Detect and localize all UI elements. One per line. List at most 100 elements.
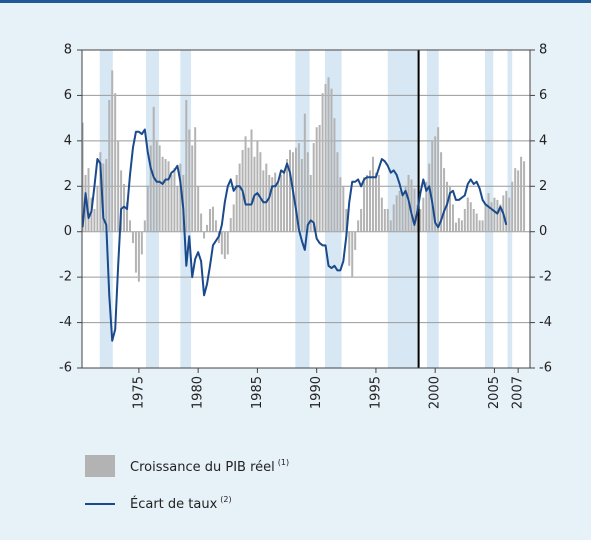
bar — [235, 174, 238, 232]
bar — [383, 209, 386, 232]
bar — [330, 88, 333, 232]
bar — [422, 197, 425, 232]
bar — [274, 172, 277, 232]
bar — [229, 218, 232, 232]
bar — [425, 181, 428, 232]
bar — [389, 220, 392, 232]
bar — [392, 204, 395, 232]
bar — [380, 197, 383, 232]
bar — [517, 170, 520, 232]
bar — [256, 140, 259, 232]
bar — [300, 159, 303, 232]
bar — [312, 143, 315, 232]
bar — [478, 220, 481, 232]
bar — [203, 231, 206, 239]
bar — [134, 231, 137, 273]
bar — [214, 220, 217, 232]
bar — [428, 163, 431, 232]
bar — [188, 129, 191, 232]
bar — [176, 186, 179, 232]
bar — [327, 77, 330, 232]
top-rule — [0, 0, 591, 3]
y2-tick-label: 4 — [539, 133, 547, 148]
bar — [354, 231, 357, 250]
bar — [209, 209, 211, 232]
bar — [443, 168, 446, 232]
bar — [457, 218, 460, 232]
bar — [238, 163, 241, 232]
bar — [366, 174, 369, 232]
bar — [520, 156, 523, 232]
y2-tick-label: 0 — [539, 224, 547, 239]
bar — [324, 84, 327, 232]
bar — [377, 174, 380, 232]
bar — [463, 209, 466, 232]
bar — [232, 204, 235, 232]
bar — [386, 209, 389, 232]
y2-tick-label: -2 — [539, 270, 552, 285]
bar — [315, 127, 318, 232]
bar — [247, 147, 250, 232]
x-tick-label: 2007 — [511, 376, 526, 409]
y-tick-label: 6 — [64, 88, 72, 103]
bar — [297, 143, 300, 232]
bar — [309, 174, 312, 232]
bar — [469, 202, 472, 232]
bar — [277, 181, 280, 232]
y-tick-label: 0 — [64, 224, 72, 239]
bar — [351, 231, 354, 278]
bar — [499, 204, 502, 232]
bar — [294, 147, 297, 232]
bar — [460, 220, 463, 232]
y-tick-label: -2 — [59, 270, 72, 285]
plot-frame — [81, 49, 531, 369]
x-tick-label: 1995 — [368, 376, 383, 409]
bar — [451, 204, 454, 232]
bar — [146, 186, 149, 232]
bar — [250, 129, 253, 232]
y2-tick-label: 6 — [539, 88, 547, 103]
bar — [419, 209, 422, 232]
bar — [493, 197, 496, 232]
bar — [114, 93, 117, 232]
bar — [318, 124, 321, 232]
bar — [173, 168, 176, 232]
bar — [472, 209, 475, 232]
bar — [410, 179, 413, 232]
bar — [96, 186, 99, 232]
bar — [158, 145, 161, 232]
bar — [342, 186, 345, 232]
bar — [152, 106, 155, 232]
bar — [336, 152, 339, 232]
bar — [137, 231, 140, 282]
bar — [93, 209, 96, 232]
bar — [416, 204, 419, 232]
bar — [126, 202, 129, 232]
bar — [200, 213, 203, 232]
bar — [191, 145, 194, 232]
y-tick-label: 8 — [64, 43, 72, 58]
bar — [131, 231, 134, 244]
legend-label: Écart de taux (2) — [130, 495, 232, 512]
y2-tick-label: -4 — [539, 315, 552, 330]
bar — [244, 136, 247, 232]
bar — [487, 193, 490, 232]
x-tick-label: 2000 — [428, 376, 443, 409]
y2-tick-label: 8 — [539, 43, 547, 58]
bar — [161, 156, 164, 232]
bar — [437, 127, 440, 232]
bar — [194, 127, 197, 232]
shaded-band — [146, 50, 160, 368]
bar — [111, 70, 114, 232]
bar — [306, 152, 309, 232]
bar — [360, 209, 363, 232]
legend-swatch — [85, 455, 115, 477]
bar — [117, 140, 120, 232]
x-tick-label: 1985 — [250, 376, 265, 409]
bar — [99, 152, 102, 232]
bar — [108, 99, 111, 232]
bar — [206, 224, 209, 232]
y2-tick-label: -6 — [539, 361, 552, 376]
plot: -6 -4 -2 0 2 4 6 8 -6 -4 -2 0 2 4 6 8 1975 1980 1985 1990 19… — [59, 43, 552, 410]
